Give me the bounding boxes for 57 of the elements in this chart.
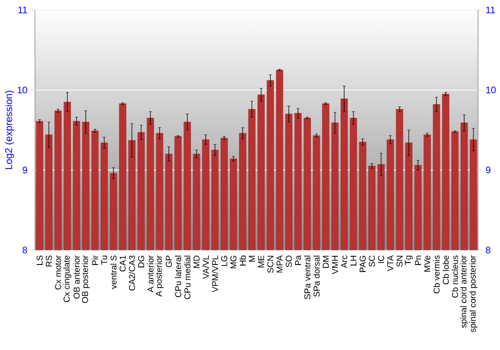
x-tick-label: Cb nucleus (452, 256, 458, 298)
y-tick-label: 10 (18, 86, 28, 94)
y-tick-label: 8 (22, 246, 28, 254)
x-tick-label: Pn (415, 256, 421, 265)
x-tick-label: VA/VL (202, 255, 209, 279)
x-tick-label: SN (396, 256, 403, 267)
y-axis-title: Log2 (expression) (4, 90, 14, 170)
x-tick-label: Pir (92, 255, 98, 265)
x-tick-label: DM (322, 256, 329, 268)
x-tick-label: Cb vermis (433, 256, 440, 294)
x-tick-label: CA2/CA3 (128, 256, 136, 290)
x-tick-label: IC (378, 256, 384, 263)
x-tick-label: spinal cord posterior (469, 255, 478, 332)
x-tick-label: DG (138, 256, 144, 268)
x-tick-label: SO (286, 256, 292, 268)
y-tick-label: 11 (18, 6, 28, 14)
x-tick-label: A posterior (156, 255, 164, 297)
x-tick-label: OB anterior (73, 255, 80, 299)
y2-tick-label: 11 (486, 6, 495, 14)
x-tick-label: VTA (387, 255, 394, 272)
y2-tick-label: 10 (486, 86, 496, 94)
x-tick-label: SCN (267, 256, 274, 273)
x-tick-label: CPu lateral (174, 256, 182, 298)
x-tick-label: VPM/VPL (212, 255, 218, 292)
x-tick-label: LH (350, 256, 356, 266)
x-tick-label: SPa dorsal (313, 256, 320, 297)
y2-tick-label: 9 (486, 166, 490, 174)
x-tick-label: VMH (332, 256, 338, 274)
x-tick-label: Hb (240, 256, 246, 266)
x-tick-label: MD (194, 256, 200, 268)
x-tick-label: Tg (404, 256, 413, 266)
x-tick-label: CPu medial (184, 256, 190, 300)
x-tick-label: MVe (424, 256, 430, 272)
x-tick-label: Tu (101, 256, 108, 265)
x-tick-label: LS (36, 256, 43, 265)
x-tick-label: spinal cord anterior (460, 255, 468, 328)
x-tick-label: CA1 (120, 256, 126, 272)
x-tick-label: GP (166, 256, 172, 268)
x-tick-label: M (248, 256, 255, 262)
x-tick-label: Arc (341, 255, 348, 268)
y2-tick-label: 8 (486, 246, 490, 254)
x-tick-label: MG (230, 256, 236, 268)
x-tick-label: SPa ventral (304, 256, 310, 300)
x-tick-label: ME (258, 256, 264, 268)
x-tick-label: OB posterior (82, 255, 90, 303)
x-tick-label: Cb lobe (442, 256, 449, 284)
x-tick-label: MPA (276, 255, 283, 272)
x-tick-label: SC (368, 256, 375, 267)
x-tick-label: LG (221, 256, 228, 266)
x-tick-label: RS (46, 256, 52, 266)
x-tick-label: Cx cingulate (63, 256, 72, 302)
y-tick-label: 9 (22, 166, 28, 174)
x-tick-label: A anterior (147, 255, 154, 292)
x-tick-label: Cx motor (55, 255, 62, 290)
x-tick-label: ventral S (110, 256, 117, 289)
x-tick-label: PAG (360, 256, 366, 272)
x-tick-label: Pa (295, 255, 302, 265)
